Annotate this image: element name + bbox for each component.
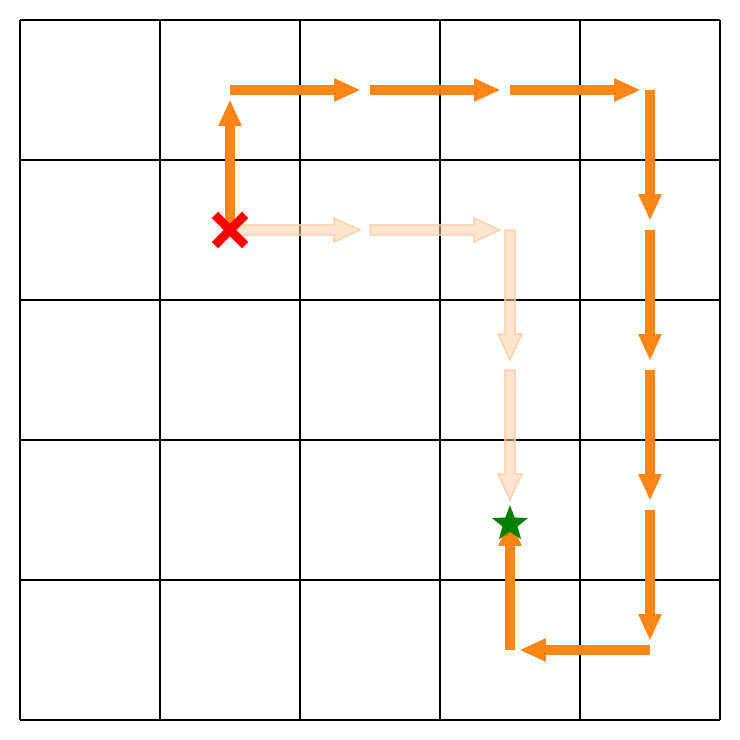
path-arrow <box>498 520 522 650</box>
grid-lines <box>19 19 721 721</box>
path-arrow <box>520 638 650 662</box>
path-arrow <box>370 78 500 102</box>
path-arrow <box>218 100 242 230</box>
taken-path <box>218 78 662 662</box>
faded-path-arrow <box>496 229 524 362</box>
faded-path-arrow <box>229 216 362 244</box>
faded-path-arrow <box>369 216 502 244</box>
path-arrow <box>510 78 640 102</box>
path-arrow <box>230 78 360 102</box>
path-arrow <box>638 90 662 220</box>
faded-path-arrow <box>496 369 524 502</box>
path-arrow <box>638 510 662 640</box>
faded-path <box>229 216 524 502</box>
path-arrow <box>638 230 662 360</box>
markers <box>211 211 529 540</box>
goal-star-icon <box>491 505 529 540</box>
path-arrow <box>638 370 662 500</box>
start-x-cross-icon <box>211 211 249 249</box>
